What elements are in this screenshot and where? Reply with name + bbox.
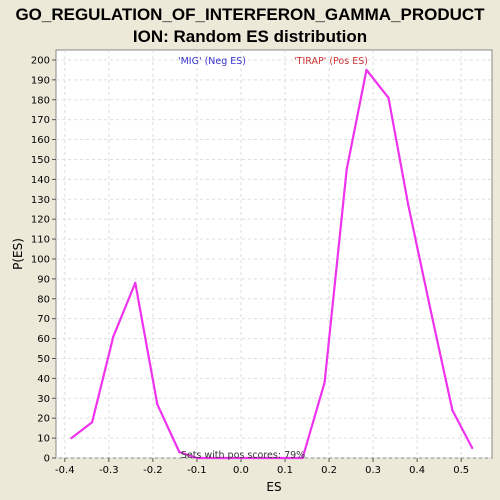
data-point bbox=[261, 456, 265, 460]
y-tick-label: 140 bbox=[31, 175, 50, 186]
y-tick-label: 200 bbox=[31, 55, 50, 66]
x-tick-label: 0.5 bbox=[453, 465, 469, 476]
x-tick-label: 0.1 bbox=[277, 465, 293, 476]
x-axis-label: ES bbox=[266, 480, 281, 494]
data-point bbox=[239, 456, 243, 460]
data-point bbox=[451, 409, 454, 412]
data-point bbox=[387, 96, 390, 99]
y-tick-label: 70 bbox=[37, 314, 50, 325]
data-point bbox=[279, 456, 282, 460]
y-axis: 0 10 20 30 40 50 60 70 80 90 100 110 120 130 140 150 160… bbox=[31, 55, 56, 465]
y-tick-label: 110 bbox=[31, 235, 50, 246]
x-tick-label: -0.3 bbox=[99, 465, 119, 476]
x-tick-label: 0.4 bbox=[409, 465, 425, 476]
neg-es-label: 'MIG' (Neg ES) bbox=[178, 56, 246, 67]
x-tick-label: 0.3 bbox=[365, 465, 381, 476]
y-tick-label: 10 bbox=[37, 434, 50, 445]
data-point bbox=[70, 436, 73, 440]
y-tick-label: 0 bbox=[44, 454, 50, 465]
y-tick-label: 40 bbox=[37, 374, 50, 385]
series-line bbox=[70, 68, 474, 460]
x-tick-label: 0.2 bbox=[321, 465, 337, 476]
data-point bbox=[407, 204, 410, 207]
data-point bbox=[323, 381, 326, 384]
x-tick-label: 0.0 bbox=[233, 465, 249, 476]
x-tick-label: -0.2 bbox=[143, 465, 163, 476]
plot-area bbox=[55, 49, 493, 459]
y-tick-label: 20 bbox=[37, 414, 50, 425]
y-tick-label: 180 bbox=[31, 95, 50, 106]
x-tick-label: -0.1 bbox=[187, 465, 207, 476]
y-tick-label: 160 bbox=[31, 135, 50, 146]
data-point bbox=[178, 450, 181, 454]
pos-es-label: 'TIRAP' (Pos ES) bbox=[294, 56, 368, 67]
data-point bbox=[301, 456, 304, 460]
y-tick-label: 60 bbox=[37, 334, 50, 345]
pos-scores-label: Sets with pos scores: 79% bbox=[181, 450, 305, 461]
y-tick-label: 120 bbox=[31, 215, 50, 226]
series-layer bbox=[70, 68, 474, 460]
y-tick-label: 80 bbox=[37, 294, 50, 305]
data-point bbox=[112, 335, 115, 338]
y-tick-label: 100 bbox=[31, 254, 50, 265]
y-tick-label: 150 bbox=[31, 155, 50, 166]
chart-title-line2: ION: Random ES distribution bbox=[133, 27, 367, 46]
data-point bbox=[134, 281, 137, 284]
y-tick-label: 170 bbox=[31, 115, 50, 126]
data-point bbox=[217, 456, 221, 460]
data-point bbox=[91, 421, 94, 424]
data-point bbox=[345, 168, 348, 171]
data-point bbox=[471, 446, 474, 450]
y-tick-label: 190 bbox=[31, 75, 50, 86]
data-point bbox=[195, 456, 199, 460]
x-axis: -0.4 -0.3 -0.2 -0.1 0.0 0.1 0.2 0.3 0.4 0.5 bbox=[55, 458, 469, 476]
grid-lines bbox=[56, 50, 492, 459]
y-axis-label: P(ES) bbox=[11, 238, 25, 270]
data-point bbox=[429, 307, 432, 310]
y-tick-label: 50 bbox=[37, 354, 50, 365]
data-point bbox=[156, 403, 159, 406]
data-point bbox=[365, 68, 368, 72]
y-tick-label: 130 bbox=[31, 195, 50, 206]
chart-title-line1: GO_REGULATION_OF_INTERFERON_GAMMA_PRODUC… bbox=[15, 5, 485, 24]
y-tick-label: 30 bbox=[37, 394, 50, 405]
x-tick-label: -0.4 bbox=[55, 465, 75, 476]
y-tick-label: 90 bbox=[37, 274, 50, 285]
